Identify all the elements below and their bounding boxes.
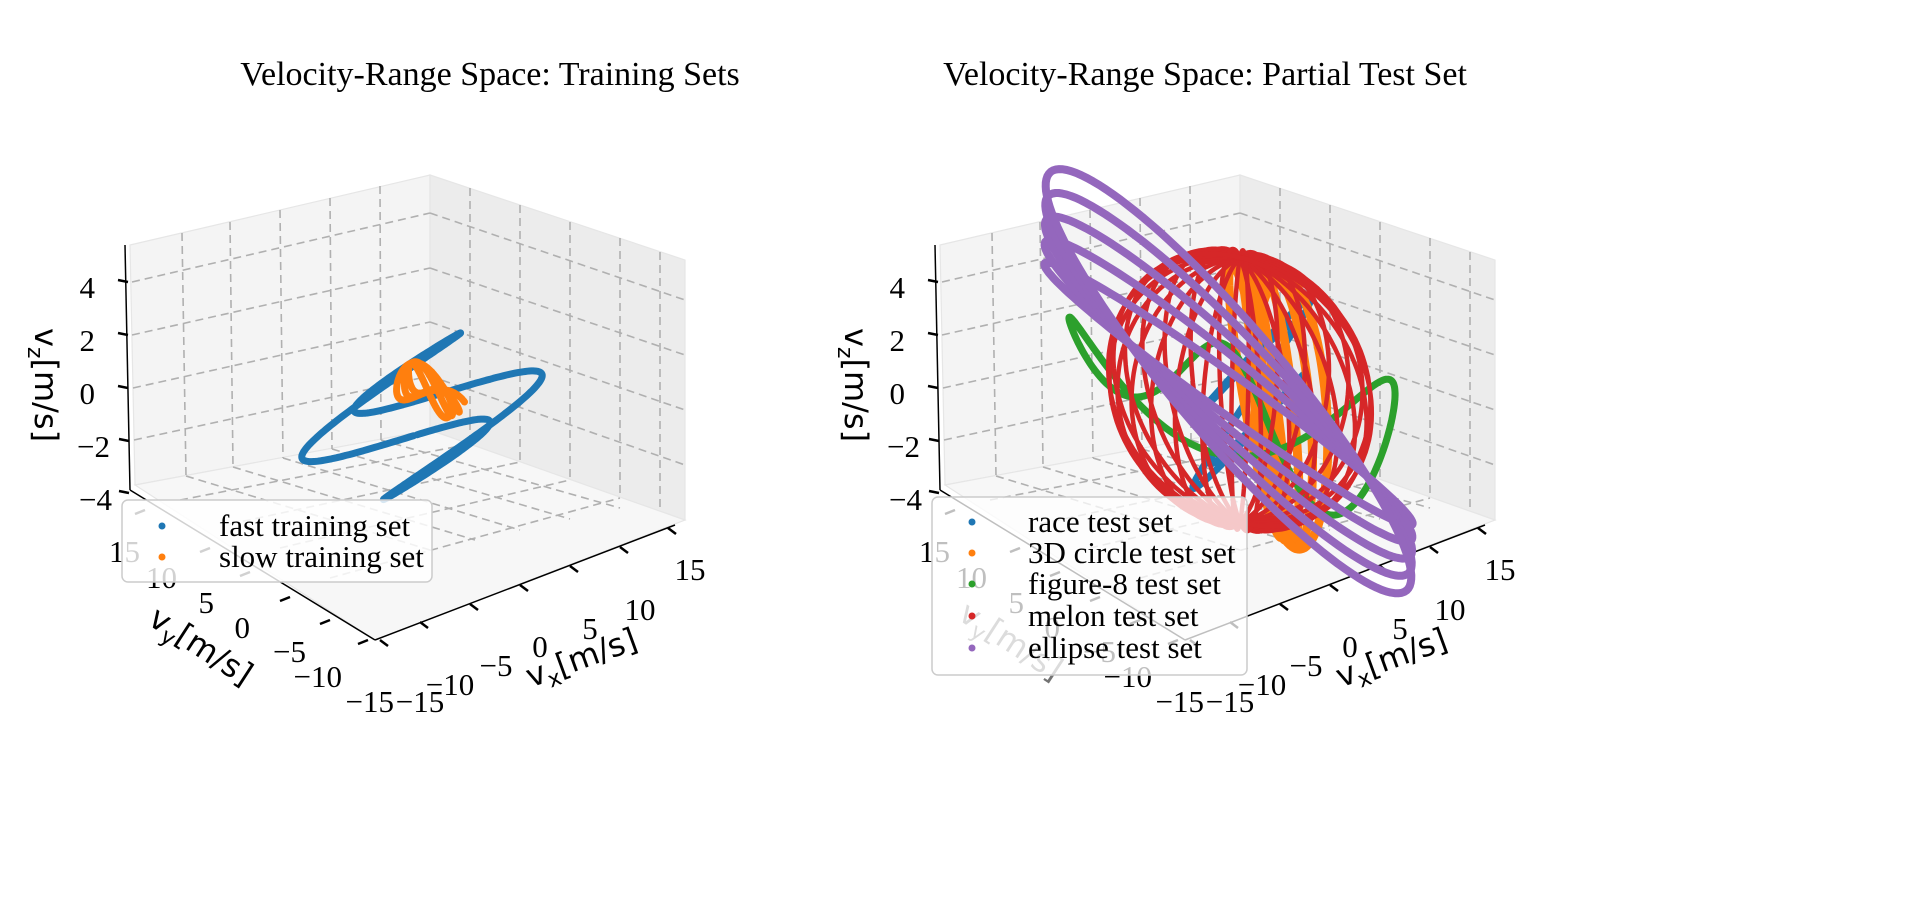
z-tick-label: 0 [80, 376, 96, 411]
y-tick-label: −10 [294, 659, 342, 694]
z-tick-label: −2 [887, 429, 920, 464]
x-tick-label: 15 [675, 552, 706, 587]
legend-label: figure-8 test set [1028, 566, 1221, 601]
x-axis-line [374, 524, 676, 641]
x-tick-label: −10 [426, 667, 474, 702]
y-tick-label: −15 [1156, 684, 1204, 719]
chart-title: Velocity-Range Space: Training Sets [240, 56, 740, 93]
legend-marker [158, 522, 166, 530]
trajectory-ellipse-test-set [1041, 165, 1416, 598]
z-axis-line [124, 244, 131, 491]
z-tick-label: 0 [890, 376, 906, 411]
x-tick-label: 5 [582, 611, 598, 646]
x-ticks: −15 −10 −5 0 5 10 15 [379, 527, 706, 719]
gridlines [131, 185, 686, 579]
legend-label: ellipse test set [1028, 630, 1202, 665]
z-axis-line [934, 244, 941, 491]
z-tick-label: 4 [890, 270, 906, 305]
legend-label: 3D circle test set [1028, 535, 1236, 570]
x-tick-label: −5 [1290, 648, 1323, 683]
y-tick-label: 0 [235, 610, 251, 645]
z-tick-label: 4 [80, 270, 96, 305]
trajectory-melon-test-set [1111, 251, 1369, 529]
z-tick-label: 2 [80, 323, 96, 358]
legend-label: fast training set [219, 508, 411, 543]
z-tick-label: −2 [77, 429, 110, 464]
legend-marker [968, 644, 976, 652]
legend-marker [968, 549, 976, 557]
legend: fast training set slow training set [121, 499, 433, 583]
z-tick-label: −4 [889, 482, 922, 517]
legend-label: race test set [1028, 504, 1173, 539]
x-tick-label: 10 [625, 592, 656, 627]
x-tick-label: −15 [396, 684, 444, 719]
z-ticks: 4 2 0 −2 −4 [77, 270, 130, 517]
chart-title: Velocity-Range Space: Partial Test Set [943, 56, 1467, 93]
legend: race test set 3D circle test set figure-… [931, 496, 1248, 676]
x-tick-label: 0 [532, 629, 548, 664]
legend-marker [158, 553, 166, 561]
y-tick-label: −5 [273, 634, 306, 669]
z-tick-label: −4 [79, 482, 112, 517]
z-axis-label: vz[m/s] [832, 328, 875, 442]
chart-panel-training: Velocity-Range Space: Training Sets [22, 56, 740, 719]
x-tick-label: 0 [1342, 629, 1358, 664]
y-tick-label: 5 [199, 585, 215, 620]
legend-marker [968, 612, 976, 620]
chart-panel-test: Velocity-Range Space: Partial Test Set [832, 56, 1516, 719]
legend-label: melon test set [1028, 598, 1199, 633]
x-tick-label: −15 [1206, 684, 1254, 719]
trajectory-3d-circle-test-set [1249, 272, 1333, 554]
legend-marker [968, 580, 976, 588]
z-axis-label: vz[m/s] [22, 328, 65, 442]
legend-label: slow training set [219, 539, 424, 574]
z-tick-label: 2 [890, 323, 906, 358]
x-tick-label: 10 [1435, 592, 1466, 627]
x-tick-label: 5 [1392, 611, 1408, 646]
trajectories [298, 329, 546, 504]
z-ticks: 4 2 0 −2 −4 [887, 270, 940, 517]
trajectory-slow-training-set [393, 358, 468, 422]
x-tick-label: −5 [480, 648, 513, 683]
y-tick-label: −15 [346, 684, 394, 719]
x-tick-label: 15 [1485, 552, 1516, 587]
legend-marker [968, 518, 976, 526]
